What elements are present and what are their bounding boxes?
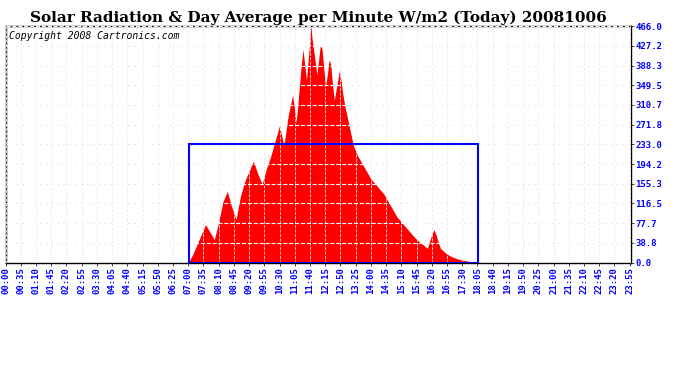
Bar: [188, 144, 478, 262]
Text: Copyright 2008 Cartronics.com: Copyright 2008 Cartronics.com: [9, 31, 179, 41]
Title: Solar Radiation & Day Average per Minute W/m2 (Today) 20081006: Solar Radiation & Day Average per Minute…: [30, 11, 607, 25]
